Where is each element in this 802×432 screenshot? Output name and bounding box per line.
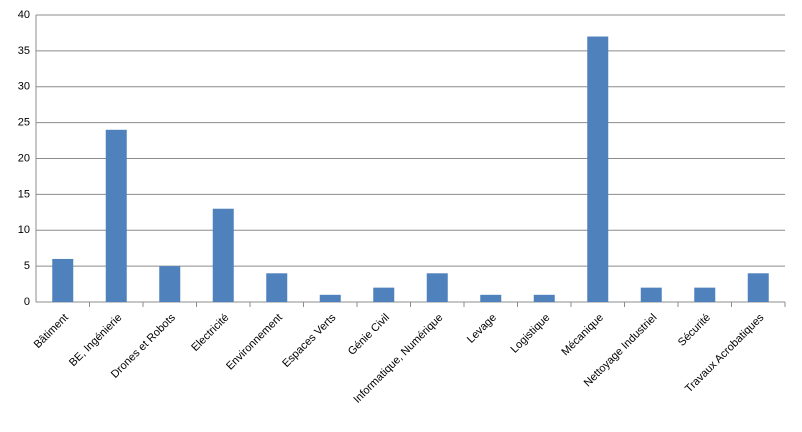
bar (373, 287, 395, 302)
y-tick-label: 35 (18, 45, 30, 57)
x-tick-label: Levage (465, 312, 499, 346)
bar (212, 208, 234, 302)
y-tick-label: 25 (18, 117, 30, 129)
bar (159, 266, 181, 302)
y-tick-label: 40 (18, 9, 30, 21)
bar (52, 258, 74, 302)
y-tick-label: 15 (18, 188, 30, 200)
bar (426, 273, 448, 302)
bar (319, 294, 341, 302)
y-tick-label: 5 (24, 260, 30, 272)
x-tick-label: Logistique (508, 312, 552, 356)
x-tick-label: Mécanique (559, 312, 606, 359)
bar (694, 287, 716, 302)
bar (640, 287, 662, 302)
bar (480, 294, 502, 302)
x-tick-label: Electricité (189, 312, 231, 354)
y-tick-label: 10 (18, 224, 30, 236)
bar (747, 273, 769, 302)
x-tick-label: BE, Ingénierie (67, 312, 124, 369)
x-tick-label: Sécurité (676, 312, 713, 349)
y-tick-label: 30 (18, 81, 30, 93)
y-tick-label: 20 (18, 152, 30, 164)
x-tick-label: Espaces Verts (280, 311, 339, 370)
bar (533, 294, 555, 302)
x-tick-label: Informatique, Numérique (351, 312, 445, 406)
x-tick-label: Bâtiment (32, 312, 71, 351)
bar (587, 36, 609, 303)
y-tick-label: 0 (24, 296, 30, 308)
bar (266, 273, 288, 302)
x-tick-label: Génie Civil (346, 312, 392, 358)
bar (105, 129, 127, 302)
x-tick-label: Environnement (224, 312, 285, 373)
